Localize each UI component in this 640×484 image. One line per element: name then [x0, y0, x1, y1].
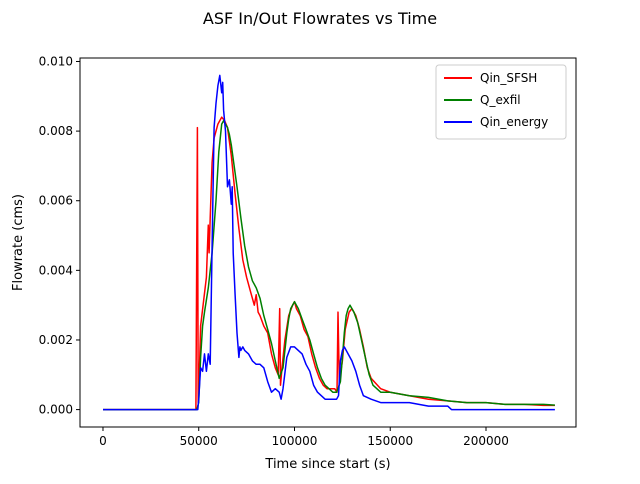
- legend-box: [435, 64, 567, 140]
- legend-label: Q_exfil: [480, 93, 521, 107]
- y-axis: 0.000 0.002 0.004 0.006 0.008 0.010: [39, 54, 80, 417]
- x-tick-label: 100000: [272, 434, 318, 448]
- x-tick-label: 50000: [180, 434, 218, 448]
- x-tick-label: 200000: [463, 434, 509, 448]
- series-layer: [103, 74, 555, 411]
- legend-label: Qin_SFSH: [480, 71, 537, 85]
- y-tick-label: 0.010: [39, 54, 73, 68]
- x-axis: 0 50000 100000 150000 200000: [99, 427, 509, 448]
- chart-title: ASF In/Out Flowrates vs Time: [203, 9, 437, 28]
- legend: Qin_SFSH Q_exfil Qin_energy: [435, 64, 567, 140]
- y-tick-label: 0.002: [39, 333, 73, 347]
- x-tick-label: 150000: [367, 434, 413, 448]
- series-line-q-exfil: [103, 119, 555, 411]
- y-tick-label: 0.006: [39, 194, 73, 208]
- plot-frame: [79, 57, 577, 428]
- legend-label: Qin_energy: [480, 115, 548, 129]
- y-tick-label: 0.004: [39, 263, 73, 277]
- y-axis-label: Flowrate (cms): [11, 194, 26, 291]
- y-tick-label: 0.008: [39, 124, 73, 138]
- x-tick-label: 0: [99, 434, 107, 448]
- y-tick-label: 0.000: [39, 403, 73, 417]
- x-axis-label: Time since start (s): [264, 457, 390, 472]
- plot-area: [79, 57, 577, 428]
- series-line-qin-energy: [103, 74, 555, 411]
